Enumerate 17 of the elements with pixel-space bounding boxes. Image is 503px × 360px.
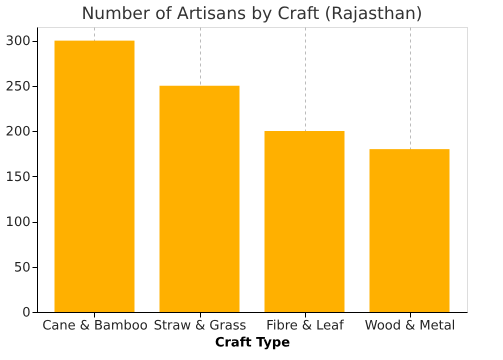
y-tick-label: 150 (6, 170, 30, 185)
bar (264, 131, 344, 312)
bar (370, 149, 450, 312)
y-tick-label: 250 (6, 79, 30, 94)
y-tick-label: 50 (14, 260, 30, 276)
x-axis-title: Craft Type (214, 336, 290, 350)
y-tick-label: 0 (22, 306, 30, 320)
x-tick-label: Straw & Grass (154, 318, 247, 334)
bar (160, 86, 240, 312)
y-tick-label: 300 (6, 34, 30, 50)
x-tick-label: Fibre & Leaf (266, 318, 344, 334)
y-tick-label: 100 (6, 215, 30, 230)
bar (54, 40, 134, 312)
x-tick-label: Wood & Metal (364, 318, 456, 334)
chart-title: Number of Artisans by Craft (Rajasthan) (82, 4, 422, 24)
x-tick-label: Cane & Bamboo (42, 318, 148, 334)
y-tick-label: 200 (6, 124, 30, 140)
